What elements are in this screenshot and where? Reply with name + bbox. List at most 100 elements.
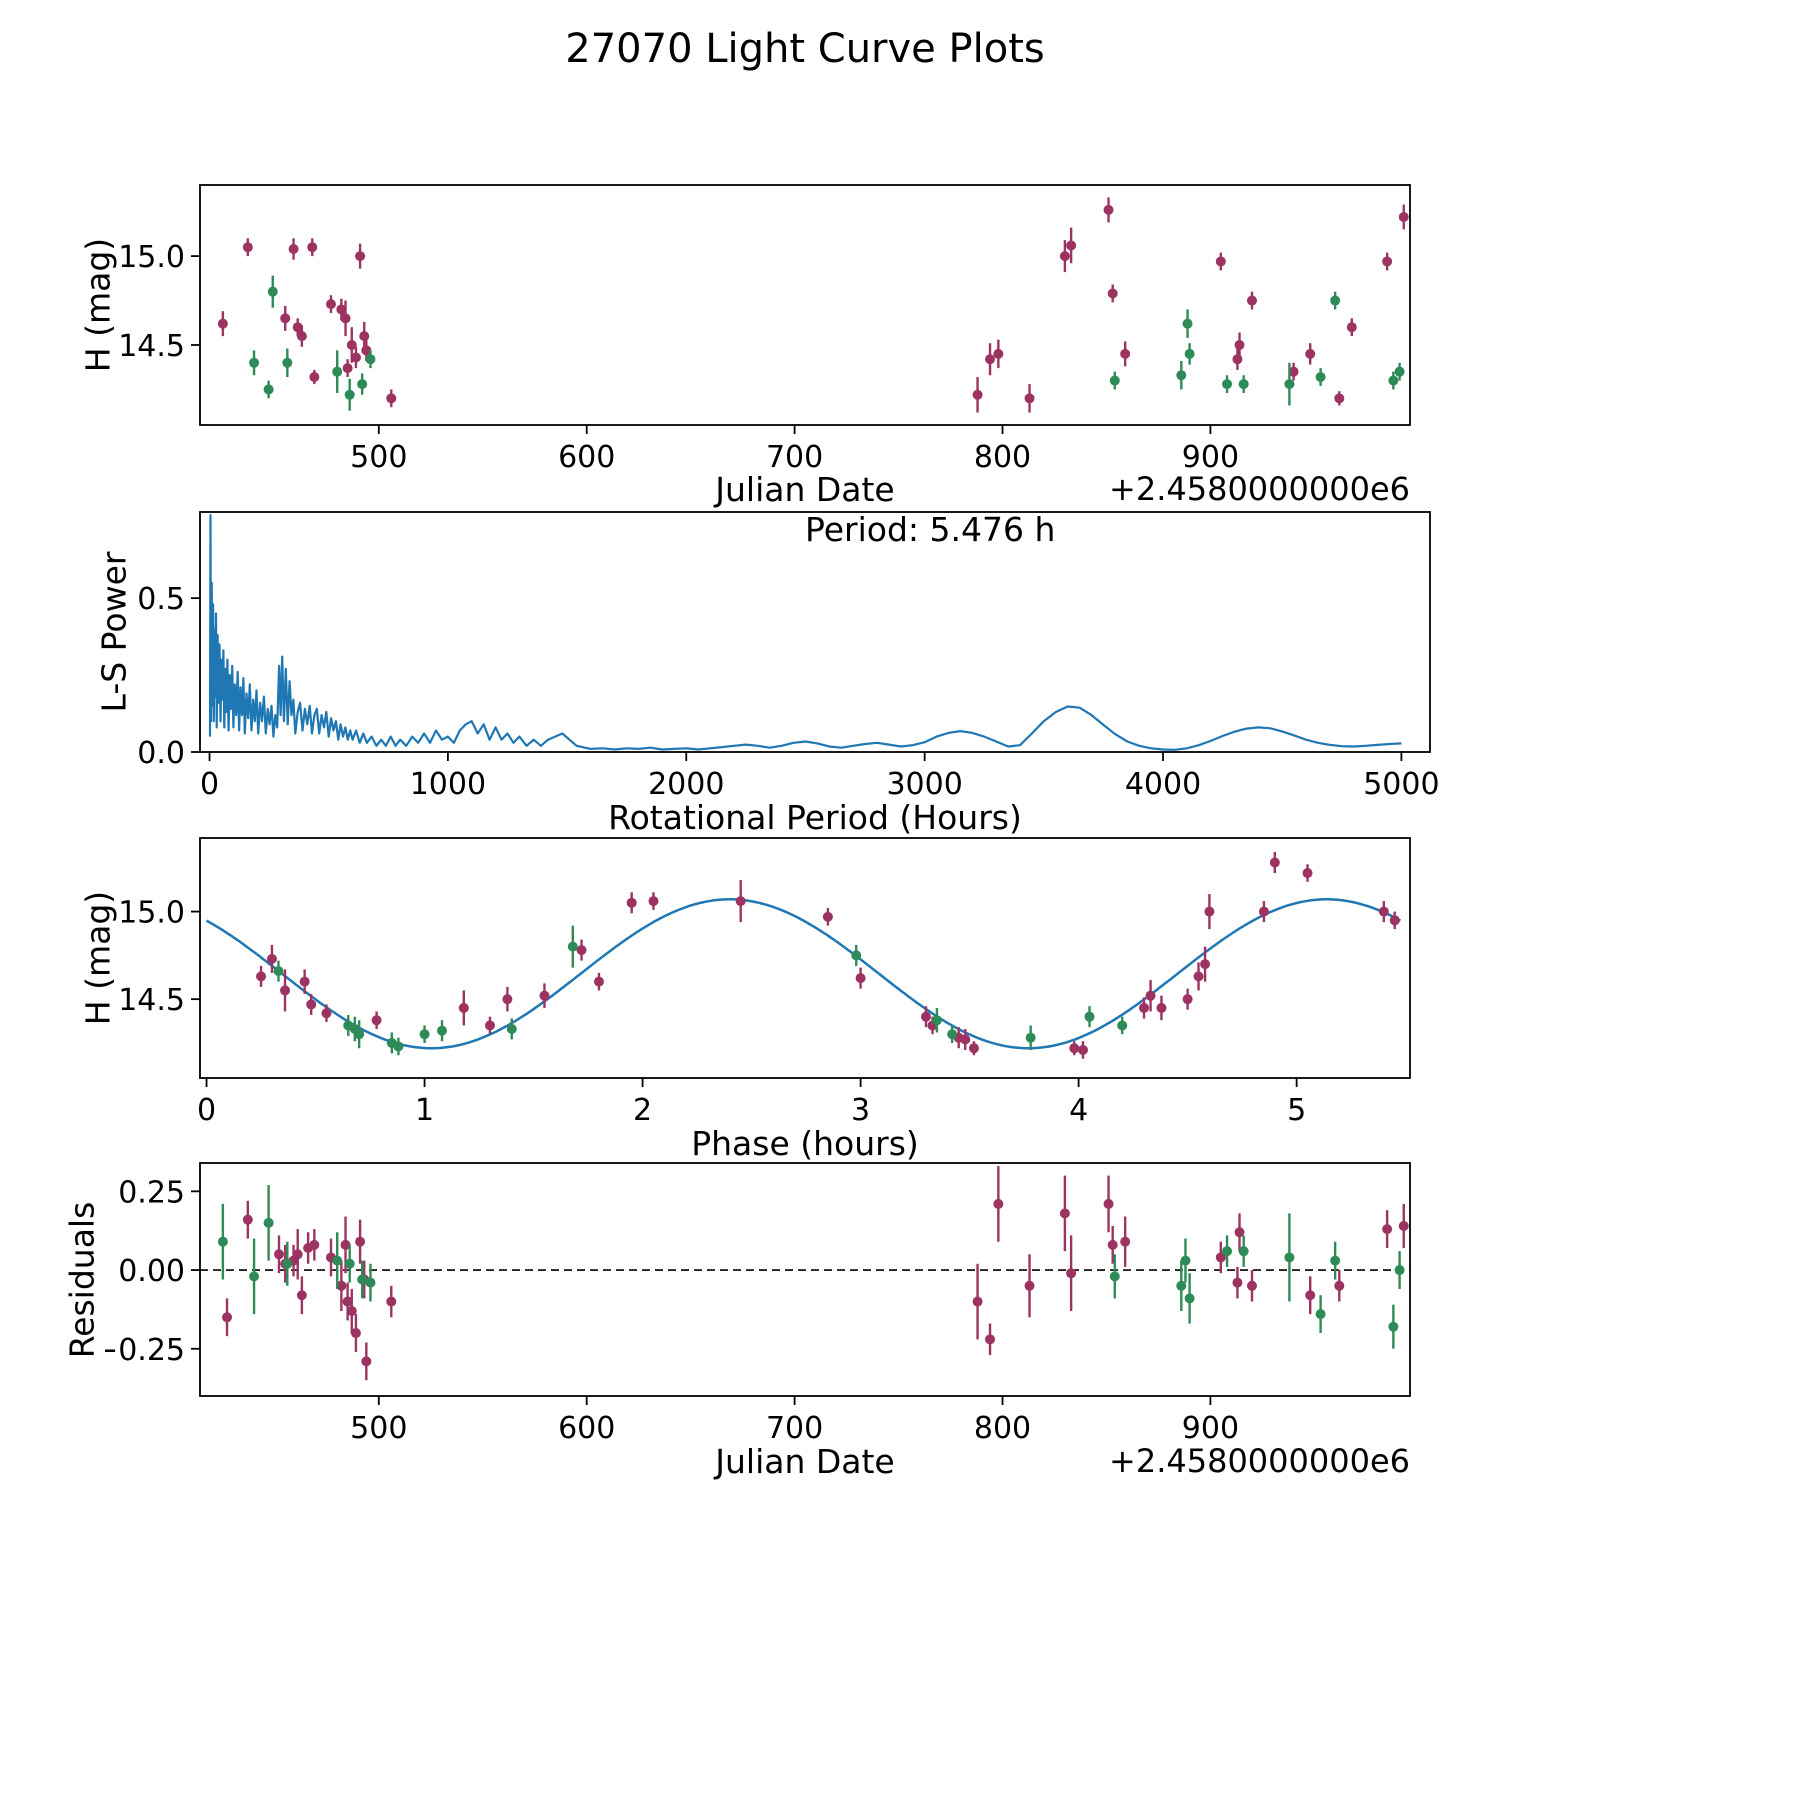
data-point	[1145, 990, 1156, 1001]
data-point	[1103, 1198, 1114, 1209]
data-point	[993, 1198, 1004, 1209]
data-point	[332, 366, 343, 377]
data-point	[350, 1328, 361, 1339]
data-point	[985, 354, 996, 365]
y-tick-label: −0.25	[105, 1333, 185, 1368]
chart4-x-offset-text: +2.4580000000e6	[1109, 1442, 1410, 1480]
data-point	[1305, 348, 1316, 359]
data-point	[1069, 1043, 1080, 1054]
x-tick-label: 2000	[648, 767, 724, 802]
data-point	[344, 389, 355, 400]
y-tick-label: 14.5	[118, 329, 185, 364]
x-tick-label: 600	[558, 440, 615, 475]
data-point	[1382, 256, 1393, 267]
data-point	[1258, 906, 1269, 917]
x-tick-label: 700	[766, 440, 823, 475]
data-point	[1246, 295, 1257, 306]
data-point	[371, 1015, 382, 1026]
chart1-y-axis-label: H (mag)	[78, 237, 118, 373]
data-point	[947, 1029, 958, 1040]
data-point	[386, 393, 397, 404]
data-point	[593, 976, 604, 987]
data-point	[325, 299, 336, 310]
y-tick-label: 0.00	[118, 1254, 185, 1289]
x-tick-label: 4000	[1125, 767, 1201, 802]
data-point	[1025, 1032, 1036, 1043]
chart1-x-axis-label: Julian Date	[715, 470, 895, 509]
data-point	[1288, 366, 1299, 377]
data-point	[437, 1025, 447, 1036]
data-point	[336, 304, 347, 315]
data-point	[340, 1239, 351, 1250]
data-point	[1200, 959, 1211, 970]
data-point	[972, 1296, 983, 1307]
data-point	[332, 1255, 343, 1266]
data-point	[1156, 1002, 1167, 1013]
data-point	[1184, 348, 1195, 359]
data-point	[576, 945, 587, 956]
chart3-y-axis-label: H (mag)	[78, 890, 118, 1026]
data-point	[1182, 318, 1193, 329]
data-point	[267, 286, 278, 297]
data-point	[1378, 906, 1389, 917]
data-point	[1388, 1321, 1399, 1332]
data-point	[1234, 340, 1245, 350]
data-point	[299, 976, 310, 987]
data-point	[263, 384, 274, 395]
data-point	[249, 357, 260, 368]
data-point	[851, 950, 862, 961]
data-point	[1176, 1280, 1187, 1291]
data-point	[1284, 1252, 1295, 1263]
data-point	[266, 953, 277, 964]
data-point	[1107, 288, 1118, 299]
data-point	[342, 363, 353, 374]
data-point	[484, 1020, 495, 1031]
data-point	[340, 313, 351, 324]
data-point	[1215, 256, 1226, 267]
data-point	[346, 340, 357, 350]
x-tick-label: 3	[851, 1093, 870, 1128]
data-point	[365, 1277, 376, 1288]
data-point	[1394, 366, 1405, 377]
data-point	[355, 1236, 366, 1247]
data-point	[393, 1041, 404, 1052]
y-tick-label: 15.0	[118, 240, 185, 275]
data-point	[985, 1334, 996, 1345]
x-tick-label: 3000	[886, 767, 962, 802]
data-point	[1024, 393, 1035, 404]
data-point	[342, 1296, 353, 1307]
data-point	[1234, 1227, 1245, 1238]
data-point	[855, 973, 866, 984]
x-tick-label: 0	[200, 767, 219, 802]
data-point	[1182, 994, 1193, 1005]
data-point	[1117, 1020, 1128, 1031]
data-point	[282, 1258, 293, 1269]
data-point	[357, 1274, 368, 1285]
data-point	[502, 994, 513, 1005]
figure-title: 27070 Light Curve Plots	[565, 26, 1045, 72]
data-point	[296, 1290, 307, 1301]
data-point	[273, 966, 284, 977]
data-point	[1394, 1265, 1405, 1276]
data-point	[1238, 1246, 1249, 1257]
data-point	[1066, 1268, 1077, 1279]
data-point	[344, 1258, 355, 1269]
data-point	[1389, 915, 1400, 926]
chart1-x-offset-text: +2.4580000000e6	[1109, 470, 1410, 508]
data-point	[1184, 1293, 1195, 1304]
y-tick-label: 15.0	[118, 896, 185, 931]
data-point	[357, 379, 368, 390]
axes-box	[199, 511, 1431, 753]
chart2-x-axis-label: Rotational Period (Hours)	[608, 798, 1022, 837]
data-point	[1302, 868, 1313, 879]
chart3-x-axis-label: Phase (hours)	[691, 1124, 919, 1163]
data-point	[355, 251, 366, 262]
data-point	[1066, 240, 1077, 251]
data-point	[292, 322, 303, 333]
x-tick-label: 1	[415, 1093, 434, 1128]
data-point	[1077, 1044, 1088, 1055]
data-point	[1059, 251, 1070, 262]
data-point	[1305, 1290, 1316, 1301]
data-point	[1269, 857, 1280, 868]
